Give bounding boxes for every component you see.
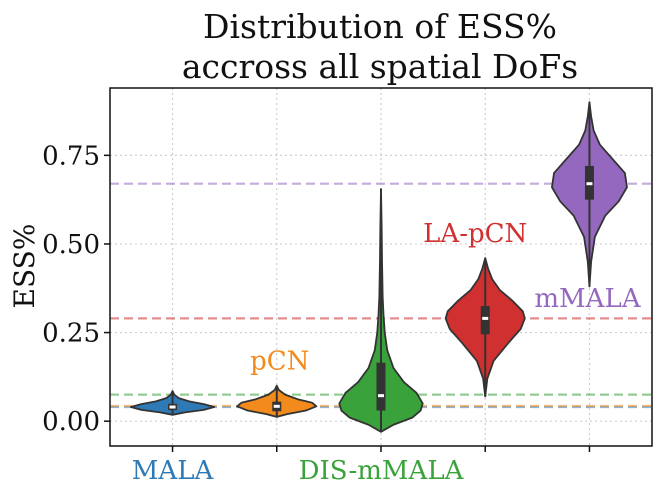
y-tick-label: 0.50 [42, 230, 100, 260]
median-marker-la-pcn [482, 316, 489, 320]
y-axis-ticks: 0.00 0.25 0.50 0.75 [42, 141, 110, 437]
median-marker-pcn [273, 404, 280, 408]
series-label-mmala: mMALA [534, 284, 641, 314]
median-marker-mala [169, 405, 176, 409]
y-axis-label: ESS% [8, 224, 41, 309]
iqr-box-la-pcn [480, 305, 490, 335]
series-label-la-pcn: LA-pCN [423, 219, 527, 249]
y-tick-label: 0.75 [42, 141, 100, 171]
median-marker-dis-mmala [378, 394, 384, 398]
chart-title-line-2: accross all spatial DoFs [182, 47, 578, 86]
median-marker-mmala [586, 182, 593, 186]
series-label-pcn: pCN [250, 347, 309, 377]
y-tick-label: 0.25 [42, 319, 100, 349]
series-labels: MALA pCN DIS-mMALA LA-pCN mMALA [132, 219, 642, 486]
box-markers [168, 102, 594, 432]
iqr-box-dis-mmala [376, 362, 386, 411]
series-label-mala: MALA [132, 456, 215, 486]
y-tick-label: 0.00 [42, 407, 100, 437]
series-label-dis-mmala: DIS-mMALA [299, 456, 465, 486]
x-axis-ticks [171, 446, 591, 452]
chart-title-line-1: Distribution of ESS% [203, 7, 557, 46]
